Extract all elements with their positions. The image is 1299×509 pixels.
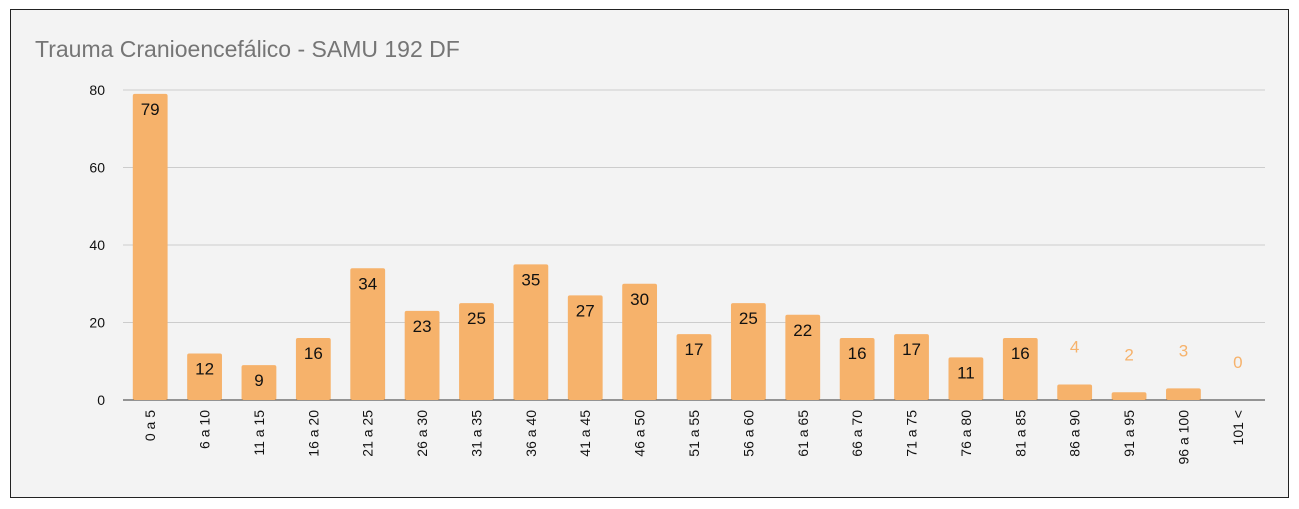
bar: [948, 357, 984, 400]
y-tick-label: 40: [89, 237, 105, 253]
x-tick-label: 41 a 45: [577, 410, 593, 457]
x-tick-label: 21 a 25: [360, 410, 376, 457]
x-tick-label: 66 a 70: [849, 410, 865, 457]
y-tick-label: 80: [89, 82, 105, 98]
x-tick-label: 56 a 60: [740, 410, 756, 457]
x-tick-label: 6 a 10: [197, 410, 213, 449]
data-label: 30: [630, 290, 649, 309]
data-label: 27: [576, 301, 595, 320]
data-label: 16: [1011, 344, 1030, 363]
data-label: 9: [254, 371, 263, 390]
data-label: 11: [957, 363, 975, 382]
x-tick-label: 61 a 65: [795, 410, 811, 457]
bar: [513, 264, 549, 400]
x-tick-label: 81 a 85: [1012, 410, 1028, 457]
x-axis-ticks: 0 a 5 6 a 10 11 a 15 16 a 20 21 a 25 26 a 30 3…: [142, 410, 1246, 465]
y-axis-ticks: 0 20 40 60 80: [89, 82, 105, 408]
bar: [839, 338, 875, 400]
data-label: 16: [848, 344, 867, 363]
x-tick-label: 11 a 15: [251, 410, 267, 456]
bar: [1111, 392, 1147, 400]
chart-title: Trauma Cranioencefálico - SAMU 192 DF: [35, 36, 460, 62]
bar: [241, 365, 277, 400]
bar: [894, 334, 929, 400]
bars: [132, 93, 1201, 400]
x-tick-label: 91 a 95: [1121, 410, 1137, 457]
x-tick-label: 101 <: [1230, 410, 1246, 445]
data-label: 0: [1233, 353, 1242, 372]
data-label: 17: [685, 340, 704, 359]
bar: [459, 303, 494, 400]
bar: [350, 268, 386, 400]
data-label: 79: [141, 100, 160, 119]
y-tick-label: 0: [97, 392, 105, 408]
bar: [295, 338, 331, 400]
bar: [187, 353, 222, 400]
data-label: 12: [195, 360, 214, 379]
data-label: 25: [467, 309, 486, 328]
x-tick-label: 26 a 30: [414, 410, 430, 457]
x-tick-label: 31 a 35: [468, 410, 484, 457]
bar: [132, 93, 168, 400]
x-tick-label: 76 a 80: [958, 410, 974, 457]
bar: [730, 303, 766, 400]
data-label: 34: [358, 274, 377, 293]
x-tick-label: 46 a 50: [632, 410, 648, 457]
data-label: 3: [1179, 341, 1188, 360]
data-label: 35: [521, 270, 540, 289]
y-tick-label: 20: [89, 315, 105, 331]
data-label: 4: [1070, 338, 1079, 357]
x-tick-label: 71 a 75: [904, 410, 920, 457]
bar: [1057, 384, 1093, 400]
data-label: 23: [413, 317, 432, 336]
data-label: 22: [793, 321, 812, 340]
bar: [1166, 388, 1201, 400]
x-tick-label: 96 a 100: [1175, 410, 1191, 465]
data-label: 17: [902, 340, 921, 359]
bar: [567, 295, 603, 400]
x-tick-label: 51 a 55: [686, 410, 702, 457]
data-label: 25: [739, 309, 758, 328]
x-tick-label: 36 a 40: [523, 410, 539, 457]
bar: [1002, 338, 1038, 400]
x-tick-label: 0 a 5: [142, 410, 158, 441]
data-label: 2: [1124, 345, 1133, 364]
x-tick-label: 86 a 90: [1067, 410, 1083, 457]
y-tick-label: 60: [89, 160, 105, 176]
bar: [785, 314, 821, 400]
chart-container: Trauma Cranioencefálico - SAMU 192 DF 0 2…: [10, 9, 1289, 498]
bar: [676, 334, 712, 400]
x-tick-label: 16 a 20: [305, 410, 321, 457]
data-label: 16: [304, 344, 323, 363]
bar: [622, 283, 658, 400]
bar: [404, 310, 440, 400]
